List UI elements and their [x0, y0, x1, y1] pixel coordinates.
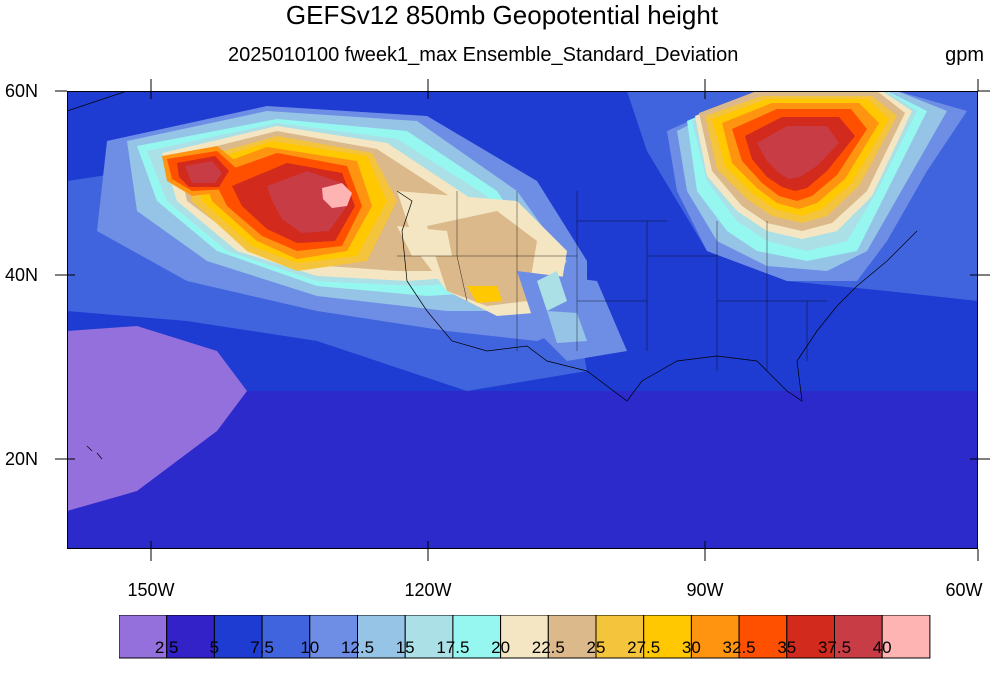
contour-field	[67, 91, 978, 549]
map-border	[67, 91, 978, 549]
colorbar-tick-label: 37.5	[817, 638, 852, 657]
colorbar-tick-label: 7.5	[250, 638, 274, 657]
colorbar-tick-label: 27.5	[627, 638, 661, 657]
colorbar-tick-label: 17.5	[436, 638, 470, 657]
lat-label-20n: 20N	[4, 449, 38, 469]
colorbar-swatch	[261, 615, 311, 659]
map-plot	[67, 91, 978, 549]
coastlines	[67, 91, 918, 460]
colorbar-tick-label: 35	[777, 638, 797, 657]
colorbar-swatch	[404, 615, 454, 659]
colorbar-tick-label: 15	[395, 638, 415, 657]
great-lakes-max	[667, 91, 967, 281]
lon-label-120w: 120W	[404, 580, 452, 600]
colorbar-swatch	[881, 615, 931, 659]
colorbar-tick-label: 10	[300, 638, 320, 657]
colorbar-tick-label: 5	[209, 638, 220, 657]
colorbar-tick-label: 2.5	[154, 638, 179, 657]
lon-label-150w: 150W	[127, 580, 175, 600]
colorbar-swatch	[690, 615, 740, 659]
lat-label-40n: 40N	[4, 265, 38, 285]
colorbar-tick-label: 22.5	[531, 638, 565, 657]
lon-label-60w: 60W	[945, 580, 983, 600]
lat-label-60n: 60N	[4, 81, 38, 101]
colorbar-tick-label: 40	[872, 638, 892, 657]
colorbar-swatch	[166, 615, 215, 659]
state-borders	[397, 191, 827, 371]
colorbar-swatch	[834, 615, 883, 659]
colorbar-swatch	[500, 615, 549, 659]
field-hawaii-low	[67, 326, 247, 511]
colorbar-tick-label: 20	[491, 638, 511, 657]
colorbar-tick-label: 12.5	[340, 638, 375, 657]
colorbar-tick-label: 25	[586, 638, 606, 657]
units-label: gpm	[945, 44, 984, 66]
lon-label-90w: 90W	[686, 580, 724, 600]
colorbar	[119, 615, 931, 659]
colorbar-tick-label: 30	[681, 638, 701, 657]
map-subtitle: 2025010100 fweek1_max Ensemble_Standard_…	[228, 44, 739, 66]
western-us-band	[397, 191, 627, 361]
colorbar-tick-label: 32.5	[722, 638, 756, 657]
map-title: GEFSv12 850mb Geopotential height	[285, 0, 719, 30]
colorbar-swatch	[213, 615, 263, 659]
inner-ticks	[67, 91, 978, 549]
